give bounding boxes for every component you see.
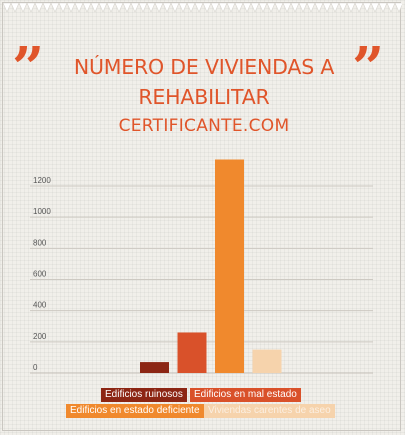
page-subtitle: CERTIFICANTE.COM xyxy=(118,116,290,136)
zigzag-border xyxy=(3,3,402,13)
bar-2 xyxy=(177,332,207,373)
y-tick-label: 200 xyxy=(33,332,47,341)
bar-1 xyxy=(140,362,169,373)
legend-item-3: Edificios en estado deficiente xyxy=(66,404,204,418)
y-tick-label: 800 xyxy=(33,238,47,247)
page-title: NÚMERO DE VIVIENDAS A REHABILITAR xyxy=(73,55,335,109)
legend-item-2: Edificios en mal estado xyxy=(190,388,301,402)
y-tick-label: 0 xyxy=(33,363,38,372)
y-tick-label: 1000 xyxy=(33,207,51,216)
infographic-frame xyxy=(2,2,401,431)
y-tick-label: 400 xyxy=(33,301,47,310)
legend-item-1: Edificios ruinosos xyxy=(101,388,187,402)
y-tick-label: 1200 xyxy=(33,176,51,185)
legend-item-4: Viviendas carentes de aseo xyxy=(204,404,335,418)
y-tick-label: 600 xyxy=(33,270,47,279)
bar-3 xyxy=(215,159,244,373)
bar-4 xyxy=(252,349,282,373)
